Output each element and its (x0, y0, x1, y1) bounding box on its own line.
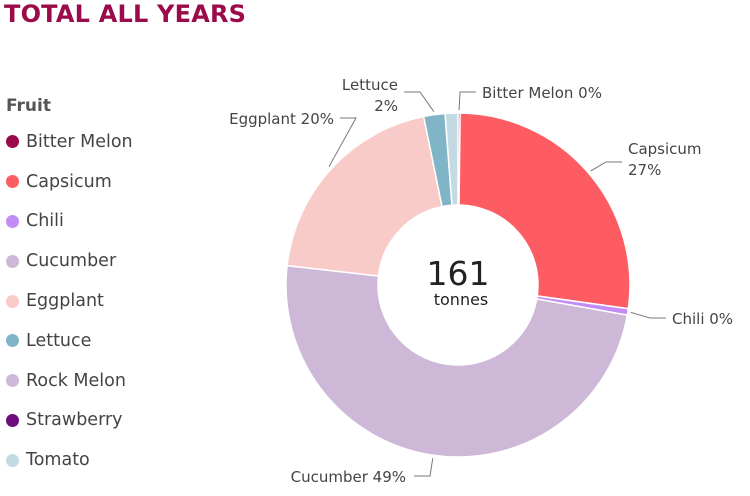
legend-item-strawberry[interactable]: Strawberry (6, 401, 133, 441)
legend-label: Strawberry (26, 410, 123, 431)
legend-swatch (6, 334, 19, 348)
legend-swatch (6, 453, 19, 467)
legend-item-capsicum[interactable]: Capsicum (6, 162, 133, 202)
leader-line-lettuce (404, 91, 435, 112)
legend-item-bitter-melon[interactable]: Bitter Melon (6, 122, 133, 162)
legend-title: Fruit (6, 96, 51, 116)
slice-capsicum[interactable] (458, 112, 631, 310)
legend-swatch (6, 413, 19, 427)
data-labels: Bitter Melon 0% Capsicum 27% Chili 0% Cucumb… (229, 76, 733, 486)
legend-items: Bitter Melon Capsicum Chili Cucumber Eggplan… (6, 122, 133, 480)
legend-swatch (6, 175, 19, 189)
leader-line-chili (630, 311, 666, 319)
leader-line-eggplant (328, 117, 357, 168)
legend-item-lettuce[interactable]: Lettuce (6, 321, 133, 361)
legend-label: Lettuce (26, 330, 92, 351)
slices (285, 112, 631, 458)
legend-item-rock-melon[interactable]: Rock Melon (6, 361, 133, 401)
center-total-value: 161 (427, 254, 490, 293)
legend-label: Rock Melon (26, 370, 126, 391)
legend: Fruit Bitter Melon Capsicum Chili Cucumber E… (6, 96, 133, 480)
data-label-bitter-melon: Bitter Melon 0% (482, 84, 602, 102)
chart-title: TOTAL ALL YEARS (4, 0, 247, 28)
slice-tomato[interactable] (444, 112, 459, 207)
slice-cucumber[interactable] (285, 264, 629, 458)
legend-item-eggplant[interactable]: Eggplant (6, 281, 133, 321)
slice-eggplant[interactable] (286, 115, 443, 277)
leader-line-bitter-melon (458, 91, 476, 111)
data-label-capsicum: Capsicum 27% (628, 140, 702, 179)
legend-label: Bitter Melon (26, 131, 133, 152)
data-label-cucumber: Cucumber 49% (291, 468, 406, 486)
legend-item-cucumber[interactable]: Cucumber (6, 241, 133, 281)
legend-label: Chili (26, 211, 64, 232)
legend-item-tomato[interactable]: Tomato (6, 440, 133, 480)
legend-swatch (6, 135, 19, 149)
legend-swatch (6, 374, 19, 388)
legend-item-chili[interactable]: Chili (6, 202, 133, 242)
center-total-unit: tonnes (434, 290, 489, 309)
leader-line-capsicum (590, 161, 622, 172)
legend-swatch (6, 294, 19, 308)
legend-label: Eggplant (26, 291, 104, 312)
data-label-eggplant: Eggplant 20% (229, 110, 334, 128)
legend-label: Cucumber (26, 251, 117, 272)
legend-swatch (6, 214, 19, 228)
legend-swatch (6, 254, 19, 268)
data-label-lettuce: Lettuce 2% (342, 76, 398, 115)
legend-label: Tomato (26, 450, 90, 471)
leader-lines (328, 91, 666, 477)
data-label-chili: Chili 0% (672, 310, 733, 328)
leader-line-cucumber (414, 458, 434, 477)
legend-label: Capsicum (26, 171, 112, 192)
